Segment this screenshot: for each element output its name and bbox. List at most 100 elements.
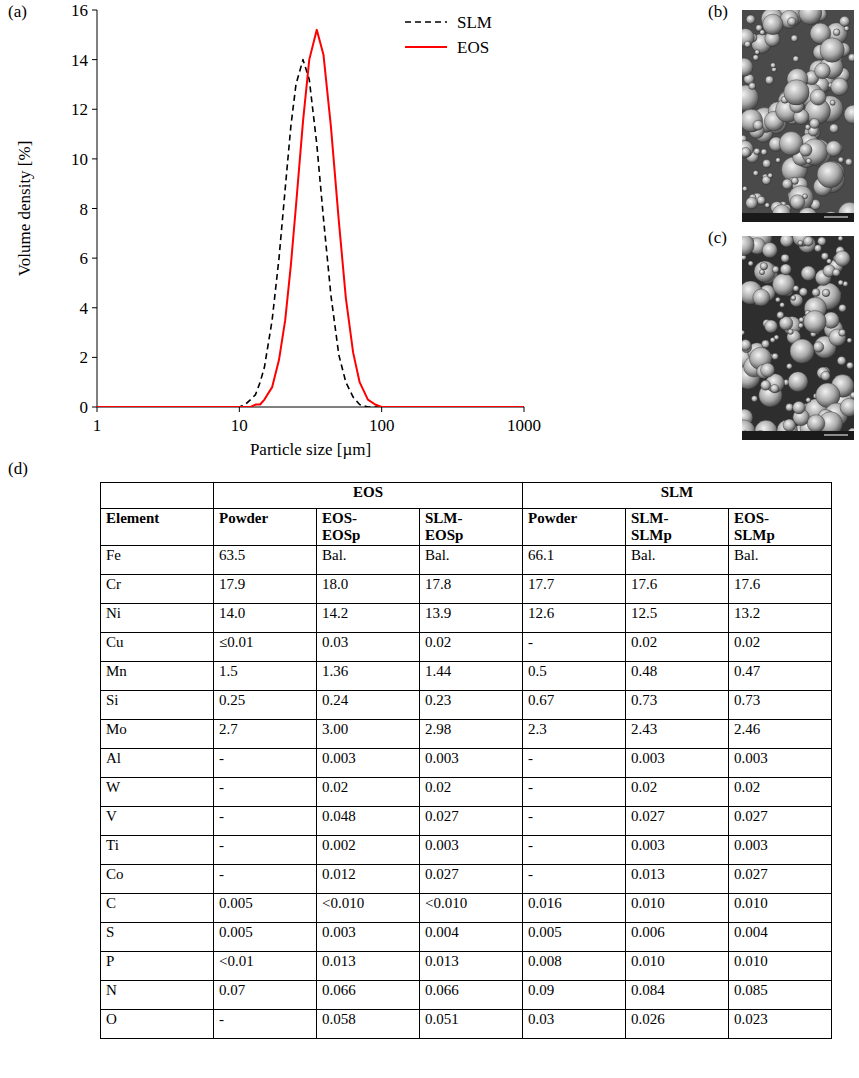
column-header: EOS-EOSp <box>317 509 420 546</box>
particle <box>753 120 763 130</box>
particle <box>761 380 771 390</box>
value-cell: 0.026 <box>626 1010 729 1039</box>
scale-bar <box>824 217 848 218</box>
element-cell: W <box>101 778 214 807</box>
value-cell: 0.07 <box>214 981 317 1010</box>
element-cell: Mn <box>101 662 214 691</box>
y-tick <box>92 357 97 358</box>
value-cell: - <box>214 836 317 865</box>
value-cell: Bal. <box>729 546 832 575</box>
value-cell: 0.02 <box>729 633 832 662</box>
value-cell: 0.027 <box>626 807 729 836</box>
legend-swatch <box>405 46 447 48</box>
particle <box>754 261 775 282</box>
value-cell: 0.005 <box>214 894 317 923</box>
value-cell: 0.003 <box>729 836 832 865</box>
value-cell: 0.048 <box>317 807 420 836</box>
data-row: N0.070.0660.0660.090.0840.085 <box>101 981 832 1010</box>
particle <box>771 63 776 68</box>
y-tick-label: 10 <box>71 150 88 169</box>
particle <box>843 281 848 286</box>
value-cell: <0.010 <box>420 894 523 923</box>
value-cell: 63.5 <box>214 546 317 575</box>
value-cell: 66.1 <box>523 546 626 575</box>
value-cell: 0.003 <box>626 749 729 778</box>
value-cell: 0.02 <box>317 778 420 807</box>
value-cell: 0.5 <box>523 662 626 691</box>
header-row: ElementPowderEOS-EOSpSLM-EOSpPowderSLM-S… <box>101 509 832 546</box>
particle <box>748 261 753 266</box>
element-cell: Cr <box>101 575 214 604</box>
element-cell: Fe <box>101 546 214 575</box>
value-cell: 0.027 <box>729 865 832 894</box>
y-tick-label: 14 <box>71 51 89 70</box>
data-row: Cu≤0.010.030.02-0.020.02 <box>101 633 832 662</box>
particle <box>788 17 797 26</box>
particle <box>788 186 813 211</box>
particle <box>798 323 803 328</box>
data-row: Al-0.0030.003-0.0030.003 <box>101 749 832 778</box>
particle <box>770 384 778 392</box>
value-cell: 13.9 <box>420 604 523 633</box>
particle <box>742 330 745 335</box>
particle <box>817 162 843 188</box>
legend-label: SLM <box>457 13 492 32</box>
value-cell: 0.02 <box>420 633 523 662</box>
column-header: Powder <box>523 509 626 546</box>
data-row: Ni14.014.213.912.612.513.2 <box>101 604 832 633</box>
particle <box>838 280 843 285</box>
data-row: Ti-0.0020.003-0.0030.003 <box>101 836 832 865</box>
particle <box>790 339 814 363</box>
value-cell: 2.3 <box>523 720 626 749</box>
particle <box>772 266 779 273</box>
panel-label: (a) <box>8 2 27 21</box>
value-cell: 0.47 <box>729 662 832 691</box>
data-row: Mo2.73.002.982.32.432.46 <box>101 720 832 749</box>
particle <box>799 288 807 296</box>
value-cell: 0.027 <box>420 807 523 836</box>
particle <box>826 141 842 157</box>
value-cell: 0.004 <box>729 923 832 952</box>
particle <box>763 160 771 168</box>
group-header: SLM <box>523 483 832 509</box>
x-tick-label: 1 <box>93 416 102 435</box>
particle <box>799 144 812 157</box>
value-cell: 0.25 <box>214 691 317 720</box>
value-cell: 0.003 <box>317 749 420 778</box>
data-row: O-0.0580.0510.030.0260.023 <box>101 1010 832 1039</box>
column-header-text: Powder <box>528 510 577 527</box>
composition-table: EOSSLMElementPowderEOS-EOSpSLM-EOSpPowde… <box>100 482 832 1039</box>
element-cell: Si <box>101 691 214 720</box>
particle <box>786 404 794 412</box>
value-cell: 0.002 <box>317 836 420 865</box>
y-tick-label: 2 <box>80 348 89 367</box>
particle <box>765 76 773 84</box>
value-cell: 17.6 <box>729 575 832 604</box>
data-row: W-0.020.02-0.020.02 <box>101 778 832 807</box>
value-cell: 0.48 <box>626 662 729 691</box>
particle <box>762 243 777 258</box>
particle <box>840 398 854 416</box>
particle <box>753 171 758 176</box>
element-cell: Ni <box>101 604 214 633</box>
value-cell: 0.03 <box>317 633 420 662</box>
particle <box>801 266 816 281</box>
particle <box>807 415 825 433</box>
value-cell: 0.027 <box>420 865 523 894</box>
particle <box>806 158 811 163</box>
particle <box>813 342 824 353</box>
particle <box>818 237 826 245</box>
value-cell: 0.24 <box>317 691 420 720</box>
particle <box>742 186 747 191</box>
data-row: Co-0.0120.027-0.0130.027 <box>101 865 832 894</box>
figure: (a)(b)(c)(d)02468101214161101001000Parti… <box>0 0 859 1078</box>
particle <box>830 124 839 133</box>
particle <box>760 263 767 270</box>
value-cell: 0.084 <box>626 981 729 1010</box>
particle <box>768 173 773 178</box>
axes: 02468101214161101001000 <box>71 1 541 435</box>
column-header: SLM-EOSp <box>420 509 523 546</box>
particle <box>815 63 831 79</box>
x-tick <box>381 407 382 412</box>
y-axis-title: Volume density [%] <box>15 141 34 277</box>
